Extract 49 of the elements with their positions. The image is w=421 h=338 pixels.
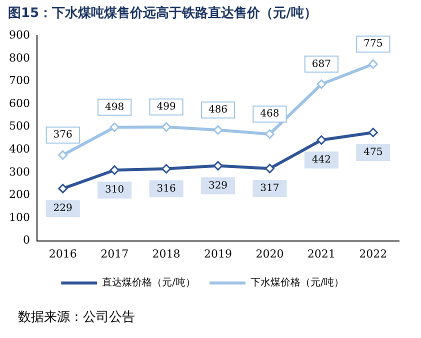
y-tick-label: 200 — [8, 188, 30, 202]
x-tick-label: 2017 — [100, 247, 129, 260]
x-tick-label: 2016 — [48, 247, 77, 260]
x-tick-label: 2019 — [204, 247, 232, 260]
source-note: 数据来源：公司公告 — [18, 309, 135, 326]
y-tick-label: 300 — [8, 165, 30, 178]
data-label: 329 — [208, 180, 228, 192]
data-label: 687 — [312, 58, 331, 70]
data-label: 376 — [53, 130, 72, 141]
point — [162, 164, 172, 174]
point — [316, 79, 326, 89]
point — [58, 150, 68, 160]
data-label: 229 — [53, 203, 72, 214]
point — [368, 59, 378, 69]
point — [264, 164, 274, 174]
y-tick-label: 700 — [8, 74, 30, 88]
y-tick-label: 400 — [8, 142, 30, 156]
x-tick-label: 2020 — [256, 247, 284, 260]
point — [264, 129, 274, 139]
y-tick-label: 600 — [8, 96, 30, 110]
data-label: 486 — [208, 104, 228, 116]
data-label: 317 — [260, 183, 280, 194]
data-label: 442 — [312, 154, 331, 166]
data-label: 475 — [364, 147, 383, 158]
point — [58, 184, 68, 194]
y-tick-label: 900 — [8, 28, 30, 42]
y-tick-label: 500 — [8, 120, 30, 133]
point — [316, 135, 326, 145]
point — [110, 122, 120, 132]
data-label: 499 — [156, 102, 176, 113]
x-tick-label: 2021 — [307, 247, 336, 260]
point — [213, 125, 223, 135]
y-tick-label: 800 — [8, 51, 30, 64]
y-tick-label: 0 — [22, 234, 30, 247]
data-label: 316 — [156, 183, 176, 194]
point — [162, 122, 172, 132]
data-label: 775 — [364, 38, 383, 50]
chart-title: 图15：下水煤吨煤售价远高于铁路直达售价（元/吨） — [8, 4, 317, 22]
y-tick-label: 100 — [8, 210, 30, 224]
data-label: 310 — [105, 184, 124, 196]
data-label: 468 — [260, 108, 280, 120]
legend-label: 下水煤价格（元/吨） — [250, 276, 344, 289]
data-label: 498 — [105, 102, 124, 113]
point — [368, 128, 378, 138]
legend-label: 直达煤价格（元/吨） — [102, 276, 196, 289]
x-tick-label: 2018 — [152, 247, 180, 260]
point — [110, 165, 120, 175]
x-tick-label: 2022 — [359, 247, 388, 260]
point — [213, 161, 223, 171]
